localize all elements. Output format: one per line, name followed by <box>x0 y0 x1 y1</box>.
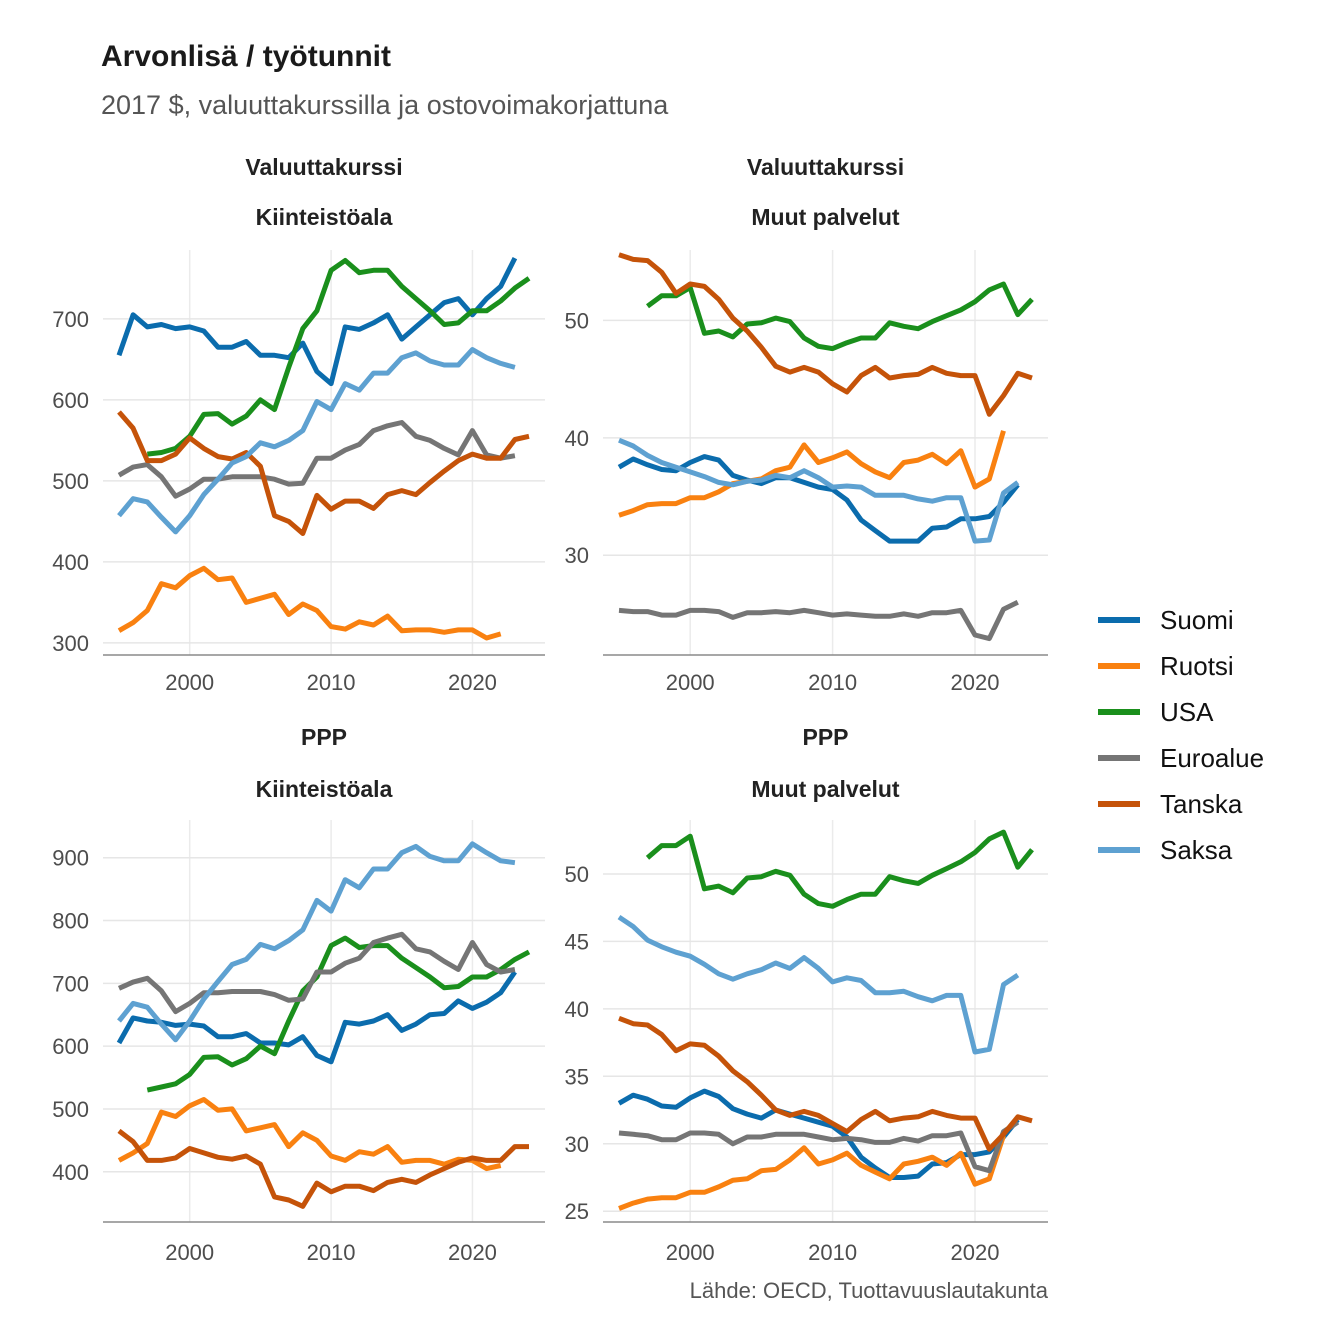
x-tick-label: 2000 <box>666 1240 715 1265</box>
series-line-saksa <box>117 347 516 535</box>
y-tick-label: 700 <box>52 971 89 996</box>
panel-2: Valuuttakurssi Muut palvelut 30 40 50 2000 201… <box>565 154 1048 695</box>
series-line-saksa <box>117 841 516 1043</box>
series-line-euroalue <box>618 1120 1020 1174</box>
y-tick-label: 50 <box>565 862 589 887</box>
series-line-usa <box>645 829 1034 909</box>
x-tick-label: 2020 <box>951 1240 1000 1265</box>
y-tick-label: 30 <box>565 543 589 568</box>
facet-strip-bottom: Kiinteistöala <box>256 204 393 230</box>
series-line-tanska <box>618 252 1033 417</box>
panel-3: PPP Kiinteistöala 400 500 600 700 800 900 2000 20… <box>52 724 545 1265</box>
y-tick-label: 500 <box>52 1097 89 1122</box>
series-line-tanska <box>618 1015 1033 1152</box>
x-tick-label: 2000 <box>165 1240 214 1265</box>
x-tick-label: 2020 <box>448 1240 497 1265</box>
x-tick-label: 2010 <box>307 670 356 695</box>
y-tick-label: 40 <box>565 997 589 1022</box>
series-line-ruotsi <box>618 1134 1006 1211</box>
y-tick-label: 40 <box>565 426 589 451</box>
legend-label-suomi: Suomi <box>1160 605 1234 635</box>
y-tick-label: 30 <box>565 1132 589 1157</box>
facet-strip-bottom: Muut palvelut <box>751 776 900 802</box>
chart-subtitle: 2017 $, valuuttakurssilla ja ostovoimako… <box>101 90 669 120</box>
series-line-usa <box>646 281 1034 352</box>
source-caption: Lähde: OECD, Tuottavuuslautakunta <box>689 1278 1048 1303</box>
series-line-euroalue <box>117 420 516 499</box>
series-line-euroalue <box>117 931 516 1015</box>
facet-strip-bottom: Muut palvelut <box>751 204 900 230</box>
x-tick-label: 2000 <box>165 670 214 695</box>
legend-label-tanska: Tanska <box>1160 789 1243 819</box>
legend-label-ruotsi: Ruotsi <box>1160 651 1234 681</box>
facet-strip-top: Valuuttakurssi <box>747 154 904 180</box>
legend: Suomi Ruotsi USA Euroalue Tanska Saksa <box>1098 605 1264 865</box>
series-line-ruotsi <box>117 1097 502 1172</box>
y-tick-label: 300 <box>52 631 89 656</box>
facet-strip-top: Valuuttakurssi <box>245 154 402 180</box>
series-line-usa <box>146 935 531 1093</box>
series-line-saksa <box>617 915 1020 1055</box>
y-tick-label: 400 <box>52 1160 89 1185</box>
x-tick-label: 2020 <box>448 670 497 695</box>
x-tick-label: 2020 <box>951 670 1000 695</box>
y-tick-label: 25 <box>565 1199 589 1224</box>
y-tick-label: 500 <box>52 469 89 494</box>
y-tick-label: 400 <box>52 550 89 575</box>
panel-4: PPP Muut palvelut 25 30 35 40 45 50 2000 2010 2020 <box>565 724 1048 1265</box>
legend-label-saksa: Saksa <box>1160 835 1233 865</box>
series-line-ruotsi <box>117 565 502 641</box>
series-line-tanska <box>117 410 530 536</box>
x-tick-label: 2000 <box>666 670 715 695</box>
y-tick-label: 600 <box>52 1034 89 1059</box>
series-line-suomi <box>116 256 518 387</box>
legend-label-euroalue: Euroalue <box>1160 743 1264 773</box>
chart-title: Arvonlisä / työtunnit <box>101 40 392 73</box>
series-line-usa <box>147 258 531 457</box>
facet-strip-top: PPP <box>301 724 347 750</box>
series-line-euroalue <box>618 599 1019 642</box>
y-tick-label: 600 <box>52 388 89 413</box>
y-tick-label: 45 <box>565 929 589 954</box>
y-tick-label: 900 <box>52 846 89 871</box>
x-tick-label: 2010 <box>808 1240 857 1265</box>
y-tick-label: 700 <box>52 307 89 332</box>
panel-1: Valuuttakurssi Kiinteistöala 300 400 500 600 7… <box>52 154 545 695</box>
series-line-tanska <box>117 1128 529 1209</box>
facet-strip-top: PPP <box>802 724 848 750</box>
x-tick-label: 2010 <box>307 1240 356 1265</box>
x-tick-label: 2010 <box>808 670 857 695</box>
y-tick-label: 800 <box>52 909 89 934</box>
series-line-saksa <box>618 437 1020 544</box>
facet-strip-bottom: Kiinteistöala <box>256 776 393 802</box>
y-tick-label: 35 <box>565 1064 589 1089</box>
series-line-ruotsi <box>618 430 1006 518</box>
y-tick-label: 50 <box>565 308 589 333</box>
legend-label-usa: USA <box>1160 697 1214 727</box>
series-line-suomi <box>617 454 1020 544</box>
